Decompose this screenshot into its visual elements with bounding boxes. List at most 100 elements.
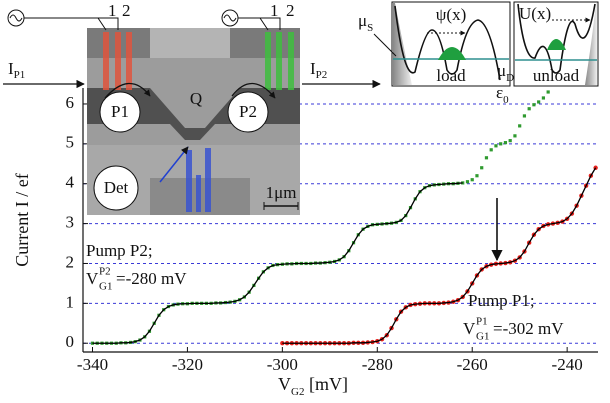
y-tick-label: 3: [66, 212, 75, 231]
y-tick-label: 0: [66, 332, 75, 351]
lead: [585, 3, 597, 85]
rf-source: [221, 9, 281, 31]
data-point: [470, 178, 474, 182]
annotation-sup: P2: [99, 266, 111, 278]
y-tick-label: 5: [66, 133, 75, 152]
y-tick-label: 6: [66, 93, 75, 112]
source-wire: [24, 17, 119, 31]
rf-source: [7, 9, 119, 31]
sem-inset: P1 P2 Det Q 1μm: [87, 28, 300, 215]
y-axis-label: Current I / ef: [12, 173, 32, 266]
x-label-rest: [mV]: [304, 374, 348, 394]
current-sub: P2: [316, 69, 328, 81]
data-point: [489, 148, 493, 152]
y-tick-label: 1: [66, 292, 75, 311]
potential-curve: [394, 5, 501, 81]
source-wire: [238, 17, 281, 31]
mu-sub: S: [367, 22, 373, 34]
wavefunction: [438, 47, 466, 60]
gates-right: [265, 32, 294, 90]
pump-label: P2: [239, 102, 257, 121]
data-point: [518, 124, 522, 128]
x-tick-label: -340: [77, 355, 108, 374]
source-wave: [9, 14, 23, 22]
schematic-load: ψ(x) load: [391, 1, 511, 87]
data-point: [513, 134, 517, 138]
current-main: I: [310, 59, 316, 78]
data-point: [546, 90, 550, 94]
x-label-sub: G2: [291, 386, 304, 398]
gate-label: 2: [122, 1, 131, 20]
y-tick-label: 2: [66, 252, 75, 271]
x-tick-label: -300: [267, 355, 298, 374]
data-point: [541, 96, 546, 100]
mu-main: μ: [358, 11, 367, 30]
gates-left: [103, 32, 132, 90]
annotation: =-280 mV: [116, 269, 187, 288]
pointer: [373, 33, 397, 57]
gate: [288, 32, 294, 90]
current-label: IP1: [8, 59, 25, 81]
data-point: [494, 144, 498, 148]
current-sub: P1: [14, 69, 26, 81]
epsilon-label: ε0: [496, 83, 509, 106]
source-wave: [223, 14, 237, 22]
potential-label: U(x): [519, 4, 551, 23]
gate-label: 1: [270, 1, 279, 20]
gate: [186, 150, 192, 212]
fit-line: [92, 182, 463, 344]
x-label-main: V: [278, 374, 291, 394]
x-tick-label: -280: [362, 355, 393, 374]
mode-label: load: [436, 66, 466, 85]
pump-circle: [227, 91, 269, 133]
scale-label: 1μm: [266, 183, 297, 202]
transfer-arrow: [104, 82, 151, 99]
sem-region: [150, 28, 230, 58]
data-point: [484, 156, 489, 160]
x-tick-label: -320: [172, 355, 203, 374]
current-main: I: [8, 59, 14, 78]
gate: [276, 32, 282, 90]
x-axis-label: VG2 [mV]: [278, 374, 348, 397]
gate: [126, 32, 132, 90]
mu-sub: D: [506, 72, 514, 84]
mu-drain-label: μD: [497, 61, 514, 84]
mode-label: unload: [533, 66, 580, 85]
gate: [103, 32, 109, 90]
y-tick-label: 4: [66, 173, 75, 192]
gate: [196, 175, 201, 212]
schematic-unload: unload: [513, 1, 599, 87]
data-point: [465, 180, 470, 184]
x-tick-label: -240: [552, 355, 583, 374]
detector-pointer: [159, 146, 189, 183]
annotation: =-302 mV: [493, 319, 564, 338]
data-point: [532, 103, 536, 107]
annotation: Pump P1;: [468, 291, 535, 310]
annotation: V: [86, 269, 99, 288]
wavefunction: [547, 39, 566, 50]
annotation: Pump P2;: [86, 241, 153, 260]
data-point: [503, 141, 508, 145]
annotation-sub: G1: [476, 331, 489, 343]
data-point: [537, 100, 541, 104]
wavefunction-label: ψ(x): [436, 5, 466, 24]
gate-label: 2: [286, 1, 295, 20]
detector-label: Det: [104, 178, 129, 197]
transfer-arrow: [231, 82, 276, 99]
data-point: [475, 174, 479, 178]
mu-source-label: μS: [358, 11, 373, 34]
current-label: IP2: [310, 59, 327, 81]
detector-circle: [93, 165, 139, 211]
data-point: [461, 181, 465, 185]
data-point: [499, 142, 503, 146]
dot-label: Q: [190, 89, 202, 108]
epsilon-main: ε: [496, 83, 503, 102]
data-point: [480, 166, 484, 170]
x-tick-label: -260: [457, 355, 488, 374]
gates-detector: [186, 148, 211, 212]
data-point: [522, 114, 527, 118]
potential-curve: [517, 3, 596, 74]
epsilon-sub: 0: [503, 94, 509, 106]
gate-label: 1: [108, 1, 117, 20]
